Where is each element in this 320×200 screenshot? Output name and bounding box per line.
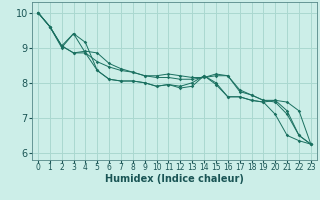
X-axis label: Humidex (Indice chaleur): Humidex (Indice chaleur) bbox=[105, 174, 244, 184]
